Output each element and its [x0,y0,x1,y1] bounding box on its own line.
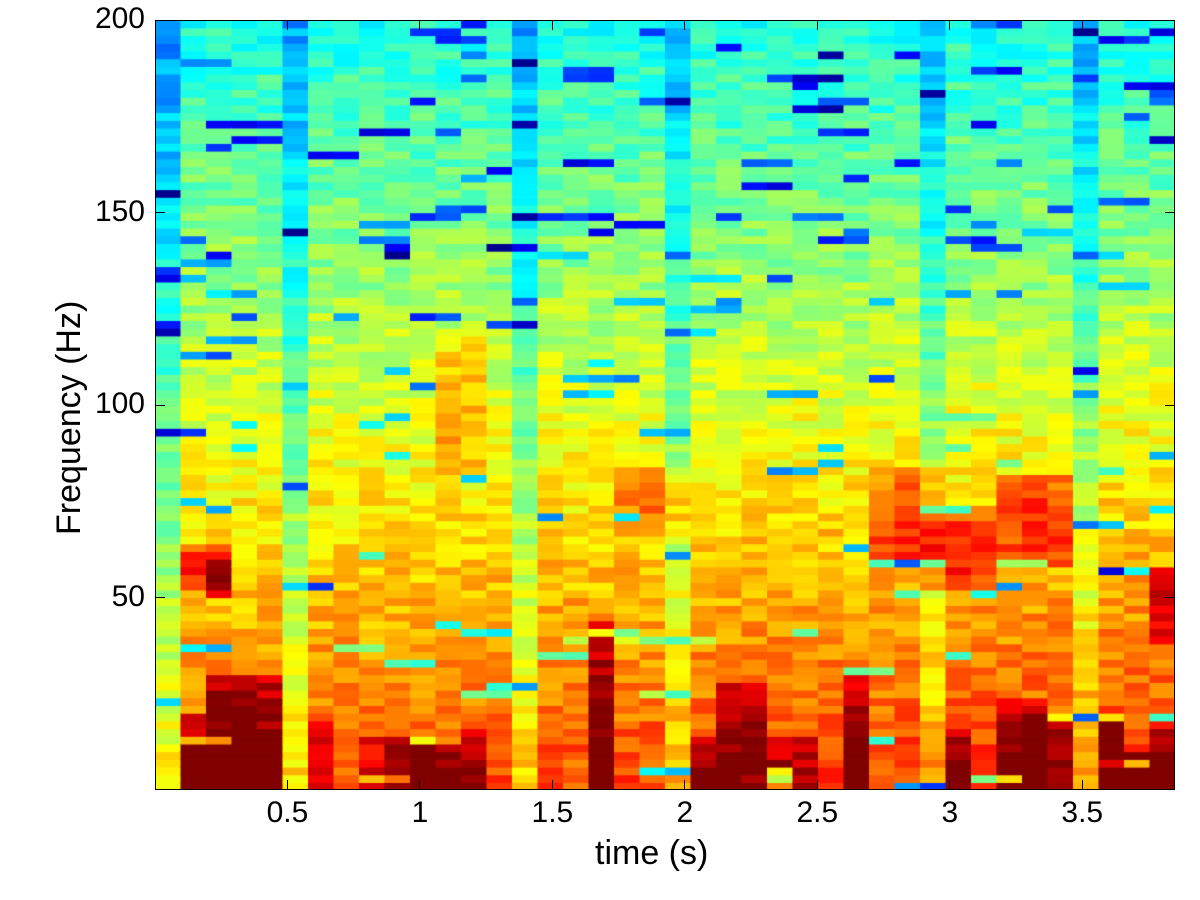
x-tick [949,780,950,790]
y-tick-label: 50 [112,580,145,614]
y-tick [155,212,165,213]
x-tick-label: 1 [395,796,445,830]
y-tick [155,597,165,598]
x-tick-label: 3.5 [1057,796,1107,830]
x-tick-label: 0.5 [262,796,312,830]
x-tick [684,20,685,30]
y-axis-label: Frequency (Hz) [50,301,89,535]
x-tick-label: 2.5 [792,796,842,830]
x-tick-label: 3 [925,796,975,830]
x-tick [1082,20,1083,30]
x-tick [552,20,553,30]
y-tick [155,20,165,21]
x-tick [419,20,420,30]
x-tick [419,780,420,790]
y-tick [1165,212,1175,213]
x-tick [287,20,288,30]
y-tick-label: 100 [95,387,145,421]
y-tick-label: 200 [95,2,145,36]
y-tick [1165,20,1175,21]
x-tick [552,780,553,790]
figure: 0.5 1 1.5 2 2.5 3 3.5 50 100 150 200 time (s) Fre… [0,0,1200,900]
spectrogram-canvas [155,20,1175,790]
x-tick [949,20,950,30]
x-tick-label: 1.5 [527,796,577,830]
x-tick-label: 2 [660,796,710,830]
x-tick [287,780,288,790]
spectrogram-plot [155,20,1175,790]
y-tick [1165,597,1175,598]
x-axis-label: time (s) [595,834,708,873]
x-tick [1082,780,1083,790]
y-tick [1165,405,1175,406]
y-tick-label: 150 [95,195,145,229]
x-tick [817,20,818,30]
x-tick [817,780,818,790]
y-tick [155,405,165,406]
x-tick [684,780,685,790]
